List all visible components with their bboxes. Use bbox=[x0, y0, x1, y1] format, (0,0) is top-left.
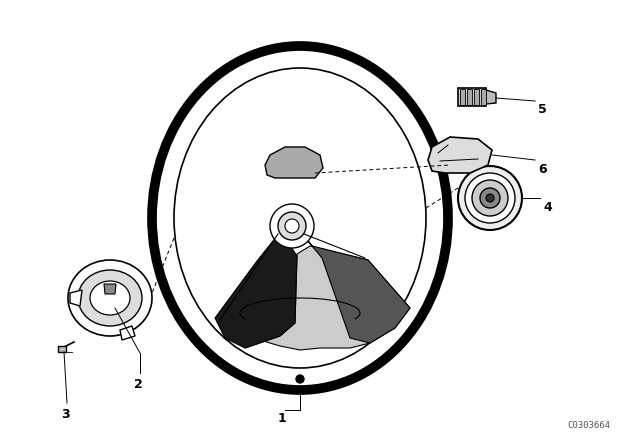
Polygon shape bbox=[486, 90, 496, 104]
Text: 1: 1 bbox=[278, 412, 286, 425]
Polygon shape bbox=[460, 89, 465, 105]
Polygon shape bbox=[70, 290, 82, 306]
Circle shape bbox=[480, 188, 500, 208]
Polygon shape bbox=[428, 137, 492, 173]
Polygon shape bbox=[58, 346, 66, 352]
Polygon shape bbox=[120, 326, 135, 340]
Polygon shape bbox=[458, 88, 486, 106]
Text: 6: 6 bbox=[538, 163, 547, 176]
Ellipse shape bbox=[68, 260, 152, 336]
Ellipse shape bbox=[90, 281, 130, 315]
Polygon shape bbox=[474, 89, 479, 105]
Text: C0303664: C0303664 bbox=[567, 421, 610, 430]
Polygon shape bbox=[265, 147, 323, 178]
Circle shape bbox=[486, 194, 494, 202]
Text: 3: 3 bbox=[61, 408, 69, 421]
Polygon shape bbox=[467, 89, 472, 105]
Circle shape bbox=[465, 173, 515, 223]
Text: 4: 4 bbox=[543, 201, 552, 214]
Ellipse shape bbox=[78, 270, 142, 326]
Polygon shape bbox=[304, 236, 410, 343]
Ellipse shape bbox=[152, 46, 448, 390]
Circle shape bbox=[472, 180, 508, 216]
Circle shape bbox=[458, 166, 522, 230]
Polygon shape bbox=[481, 89, 486, 105]
Polygon shape bbox=[215, 236, 297, 348]
Ellipse shape bbox=[174, 68, 426, 368]
Circle shape bbox=[296, 375, 304, 383]
Circle shape bbox=[285, 219, 299, 233]
Circle shape bbox=[278, 212, 306, 240]
Circle shape bbox=[270, 204, 314, 248]
Text: 2: 2 bbox=[134, 378, 142, 391]
Polygon shape bbox=[104, 284, 116, 294]
Polygon shape bbox=[245, 246, 410, 350]
Text: 5: 5 bbox=[538, 103, 547, 116]
